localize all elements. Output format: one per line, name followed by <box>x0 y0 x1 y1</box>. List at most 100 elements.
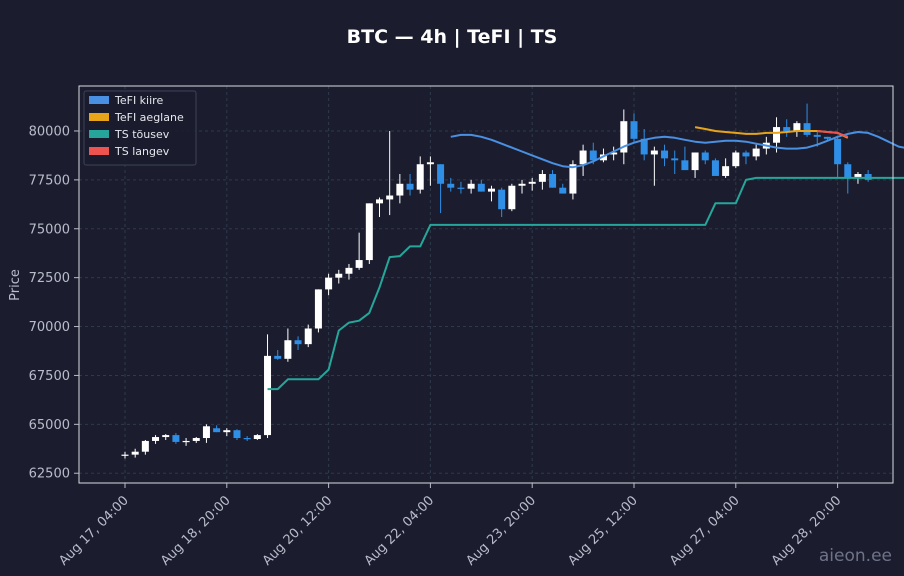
candle-body <box>579 150 587 165</box>
y-tick-label: 80000 <box>29 124 70 139</box>
candle-body <box>487 188 495 192</box>
candle-body <box>844 164 852 178</box>
candle-body <box>589 150 597 161</box>
candle-body <box>650 150 658 155</box>
candle-body <box>152 437 160 441</box>
candle-body <box>182 440 190 443</box>
y-tick-label: 77500 <box>29 173 70 188</box>
candle-body <box>834 138 842 165</box>
legend-label: TeFI aeglane <box>114 111 184 124</box>
series-line-tefi-kiire <box>450 131 904 169</box>
candle-body <box>426 162 434 165</box>
candle-body <box>345 267 353 274</box>
candle-body <box>681 160 689 171</box>
candle-body <box>355 260 363 268</box>
candle-body <box>620 121 628 153</box>
candle-body <box>508 185 516 210</box>
candle-body <box>253 435 261 439</box>
candle-body <box>813 134 821 137</box>
candle-body <box>610 152 618 155</box>
candle-body <box>538 174 546 182</box>
x-tick-label: Aug 20, 12:00 <box>260 493 336 569</box>
candle-body <box>172 435 180 442</box>
plot-border <box>78 85 894 484</box>
candle-body <box>386 195 394 200</box>
candle-body <box>192 438 200 441</box>
candle-layer <box>121 103 872 459</box>
candle-body <box>549 174 557 188</box>
series-line-ts-tousev <box>267 176 904 391</box>
watermark: aieon.ee <box>818 546 892 566</box>
candle-body <box>569 164 577 194</box>
candle-body <box>773 127 781 143</box>
candle-body <box>325 277 333 290</box>
candle-body <box>243 438 251 440</box>
y-tick-label: 65000 <box>29 418 70 433</box>
candle-body <box>202 426 210 439</box>
candle-body <box>406 183 414 190</box>
legend-swatch <box>89 147 109 155</box>
candle-body <box>630 121 638 139</box>
candle-body <box>722 166 730 176</box>
candle-body <box>457 187 465 189</box>
candle-body <box>518 183 526 186</box>
candle-body <box>793 123 801 131</box>
candle-body <box>376 199 383 204</box>
x-tick-label: Aug 18, 20:00 <box>158 493 234 569</box>
legend-swatch <box>89 130 109 138</box>
candle-body <box>233 430 241 439</box>
candle-body <box>742 152 750 157</box>
x-tick-label: Aug 25, 12:00 <box>565 493 641 569</box>
x-tick-label: Aug 23, 20:00 <box>464 493 540 569</box>
candle-body <box>477 183 485 192</box>
candle-body <box>335 273 343 278</box>
candle-body <box>640 138 648 155</box>
candle-body <box>131 451 139 455</box>
candle-body <box>752 148 760 157</box>
candle-body <box>691 152 699 171</box>
candle-body <box>141 440 149 452</box>
candle-body <box>732 152 740 167</box>
y-tick-label: 75000 <box>29 222 70 237</box>
line-layer <box>267 126 904 391</box>
candle-body <box>783 127 791 131</box>
candle-body <box>498 189 506 210</box>
candle-body <box>447 183 455 188</box>
legend-label: TS langev <box>114 145 170 158</box>
candle-body <box>294 340 302 345</box>
legend-swatch <box>89 113 109 121</box>
y-tick-label: 72500 <box>29 271 70 286</box>
candle-body <box>671 158 679 161</box>
candle-body <box>416 164 424 190</box>
candle-body <box>314 289 322 329</box>
candle-body <box>559 187 567 194</box>
candle-body <box>213 428 221 433</box>
chart-title: BTC — 4h | TeFI | TS <box>346 26 558 48</box>
y-axis-label: Price <box>8 269 23 301</box>
candle-body <box>396 183 404 196</box>
candle-body <box>661 150 669 159</box>
candle-body <box>274 355 282 359</box>
candle-body <box>854 174 862 178</box>
candle-body <box>223 430 231 433</box>
candle-body <box>437 164 445 184</box>
legend-label: TeFI kiire <box>114 94 163 107</box>
candle-body <box>711 160 719 176</box>
candle-body <box>701 152 709 161</box>
y-tick-label: 67500 <box>29 369 70 384</box>
candle-body <box>467 183 475 189</box>
series-line-ts-langev <box>817 130 849 138</box>
candle-body <box>162 435 170 438</box>
candle-body <box>528 181 536 184</box>
axis-layer: 62500 65000 67500 70000 72500 75000 77500 80000… <box>29 124 845 568</box>
candle-body <box>365 203 373 261</box>
y-tick-label: 62500 <box>29 467 70 482</box>
grid-layer <box>79 86 893 483</box>
candle-body <box>803 123 811 135</box>
legend-swatch <box>89 96 109 104</box>
y-tick-label: 70000 <box>29 320 70 335</box>
candle-body <box>264 355 272 436</box>
candle-body <box>284 340 292 359</box>
